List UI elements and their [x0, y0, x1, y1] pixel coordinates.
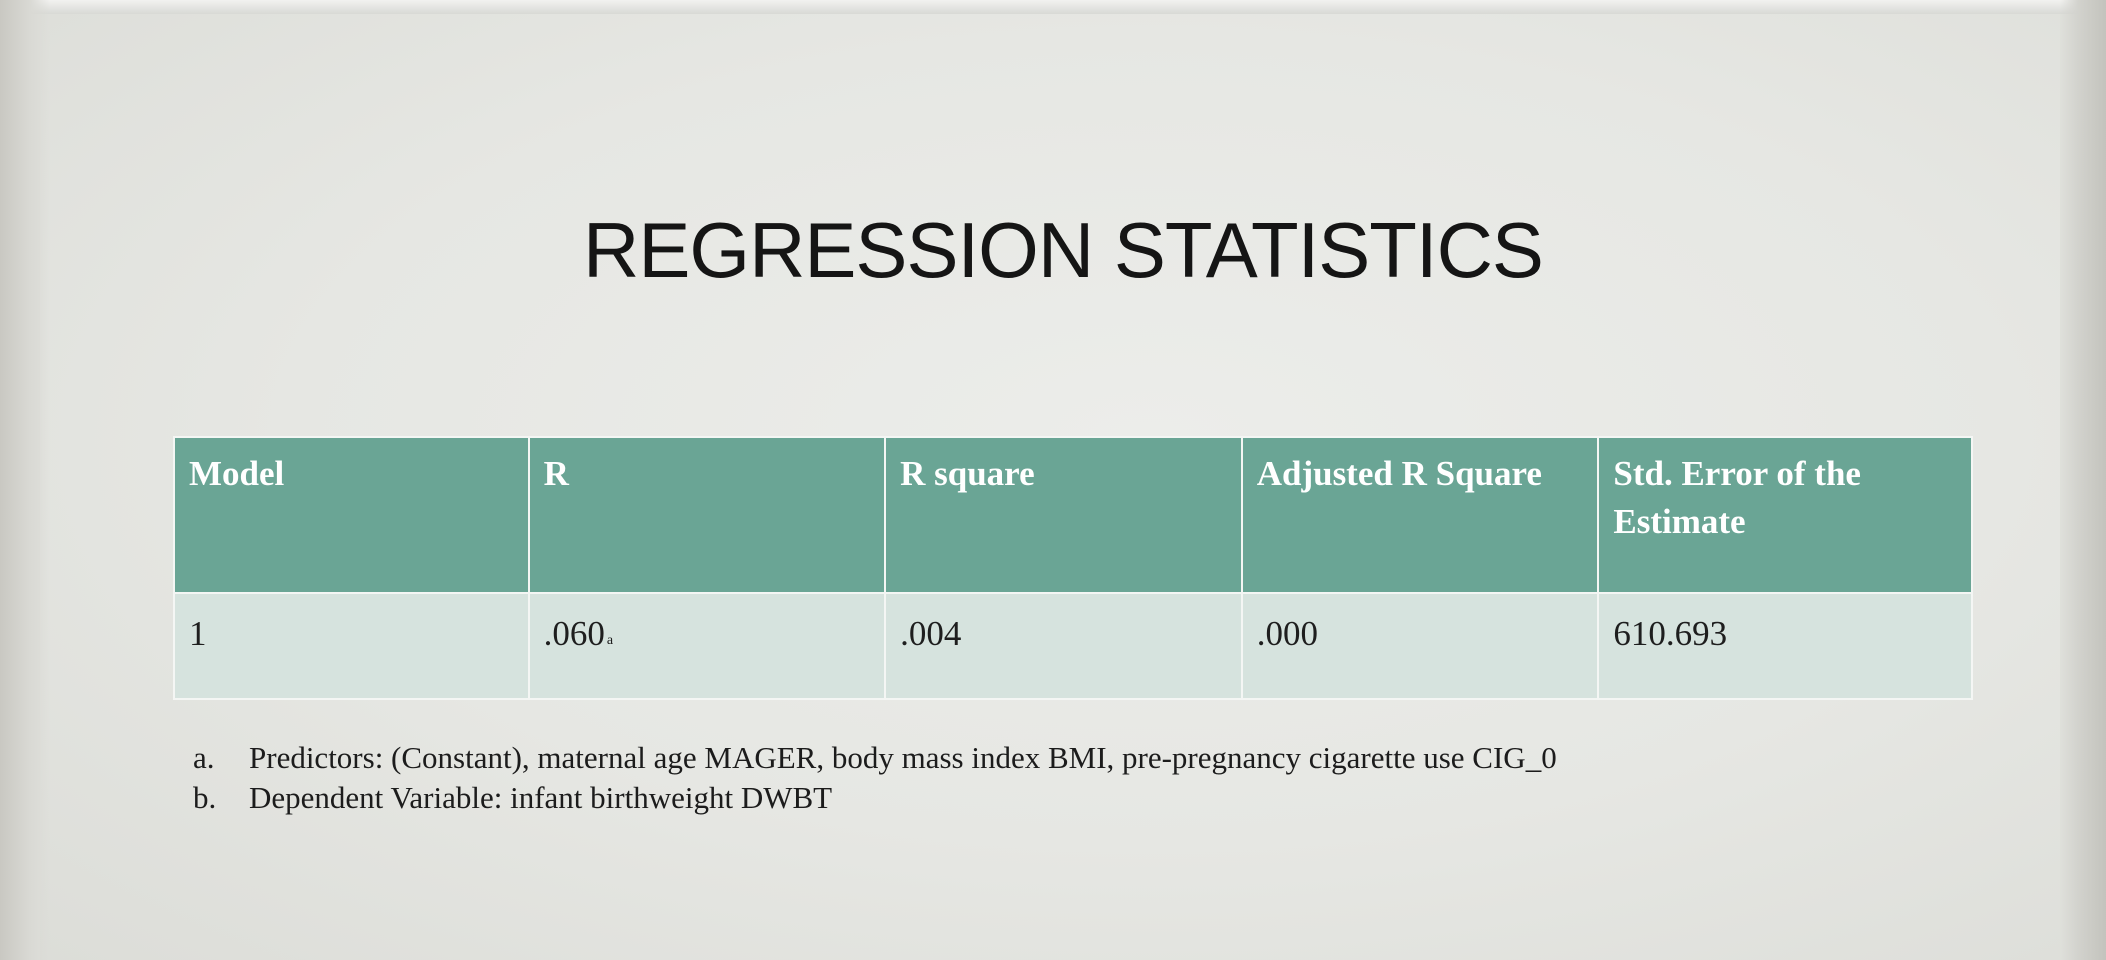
monitor-top-bezel	[0, 0, 2106, 14]
header-r-square: R square	[884, 436, 1243, 594]
footnotes-list: a. Predictors: (Constant), maternal age …	[193, 738, 1557, 818]
cell-model: 1	[173, 592, 530, 700]
header-r: R	[527, 436, 887, 594]
footnote-marker: b.	[193, 780, 217, 815]
header-model: Model	[173, 436, 530, 594]
monitor-left-edge	[0, 0, 50, 960]
slide-title: REGRESSION STATISTICS	[583, 206, 1544, 294]
header-std-error: Std. Error of the Estimate	[1597, 436, 1973, 594]
footnote-item: b. Dependent Variable: infant birthweigh…	[193, 778, 1557, 818]
cell-std-error: 610.693	[1597, 592, 1973, 700]
footnote-text: Predictors: (Constant), maternal age MAG…	[249, 740, 1557, 775]
regression-statistics-table: Model R R square Adjusted R Square Std. …	[173, 436, 1973, 700]
monitor-right-edge	[2060, 0, 2106, 960]
cell-r: .060 a	[527, 592, 887, 700]
r-value: .060	[543, 614, 605, 653]
cell-adjusted-r-square: .000	[1240, 592, 1600, 700]
cell-r-square: .004	[884, 592, 1243, 700]
header-adjusted-r-square: Adjusted R Square	[1240, 436, 1600, 594]
footnote-item: a. Predictors: (Constant), maternal age …	[193, 738, 1557, 778]
table-header-row: Model R R square Adjusted R Square Std. …	[173, 436, 1973, 594]
footnote-marker: a.	[193, 740, 215, 775]
r-footnote-marker: a	[606, 633, 614, 648]
footnote-text: Dependent Variable: infant birthweight D…	[249, 780, 833, 815]
table-row: 1 .060 a .004 .000 610.693	[173, 592, 1973, 700]
